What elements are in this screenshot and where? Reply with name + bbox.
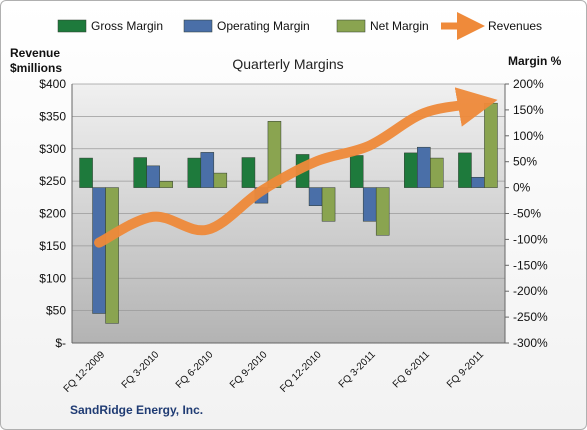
bar-operating-margin	[92, 187, 106, 314]
right-tick-label: -200%	[513, 284, 548, 298]
legend-marker-net-margin	[336, 19, 366, 33]
x-category-label: FQ 12-2010	[278, 349, 324, 395]
right-tick-label: 200%	[513, 77, 544, 91]
left-axis-label-line1: Revenue	[10, 46, 60, 60]
right-tick-label: -250%	[513, 310, 548, 324]
left-tick-label: $250	[39, 174, 66, 188]
bar-gross-margin	[458, 152, 472, 188]
x-category-label: FQ 3-2010	[120, 349, 162, 391]
bar-net-margin	[213, 172, 228, 188]
x-category-label: FQ 3-2011	[337, 349, 378, 390]
bar-gross-margin	[187, 157, 202, 188]
right-tick-label: 100%	[513, 129, 544, 143]
bar-operating-margin	[417, 146, 431, 188]
left-tick-label: $400	[39, 77, 66, 91]
bar-net-margin	[321, 187, 336, 222]
bar-net-margin	[159, 181, 173, 188]
x-category-label: FQ 6-2011	[391, 349, 432, 390]
left-axis-label-line2: $millions	[10, 61, 62, 75]
bar-net-margin	[375, 187, 390, 236]
bar-net-margin	[105, 187, 119, 324]
bar-gross-margin	[79, 157, 93, 188]
x-category-label: FQ 6-2010	[174, 349, 216, 391]
x-category-label: FQ 12-2009	[62, 349, 108, 395]
left-tick-label: $350	[39, 109, 66, 123]
right-tick-label: 0%	[513, 181, 531, 195]
right-axis-label: Margin %	[508, 54, 562, 68]
bar-operating-margin	[308, 187, 323, 206]
legend-marker-operating-margin	[183, 19, 213, 33]
bar-operating-margin	[146, 165, 160, 188]
bar-operating-margin	[362, 187, 377, 222]
bar-gross-margin	[404, 152, 418, 188]
bar-gross-margin	[133, 157, 147, 188]
legend-label: Operating Margin	[217, 19, 310, 33]
chart-title: Quarterly Margins	[232, 56, 343, 72]
legend-label: Revenues	[488, 19, 542, 33]
legend-marker-gross-margin	[57, 19, 87, 33]
bar-gross-margin	[241, 157, 256, 188]
right-tick-label: 50%	[513, 155, 537, 169]
right-tick-label: 150%	[513, 103, 544, 117]
bar-net-margin	[484, 102, 498, 188]
x-category-label: FQ 9-2010	[228, 349, 270, 391]
left-tick-label: $200	[39, 207, 66, 221]
legend-label: Net Margin	[370, 19, 429, 33]
legend-label: Gross Margin	[91, 19, 163, 33]
right-tick-label: -300%	[513, 336, 548, 350]
left-tick-label: $100	[39, 271, 66, 285]
left-tick-label: $50	[46, 304, 66, 318]
left-tick-label: $300	[39, 142, 66, 156]
right-tick-label: -150%	[513, 258, 548, 272]
source-label: SandRidge Energy, Inc.	[70, 403, 203, 417]
left-tick-label: $150	[39, 239, 66, 253]
bar-net-margin	[430, 157, 444, 188]
bar-gross-margin	[349, 155, 364, 188]
right-tick-label: -50%	[513, 207, 541, 221]
revenue-line	[94, 87, 498, 248]
x-category-label: FQ 9-2011	[445, 349, 486, 390]
left-tick-label: $-	[55, 336, 66, 350]
bar-operating-margin	[200, 152, 215, 188]
right-tick-label: -100%	[513, 232, 548, 246]
bar-operating-margin	[471, 176, 485, 188]
